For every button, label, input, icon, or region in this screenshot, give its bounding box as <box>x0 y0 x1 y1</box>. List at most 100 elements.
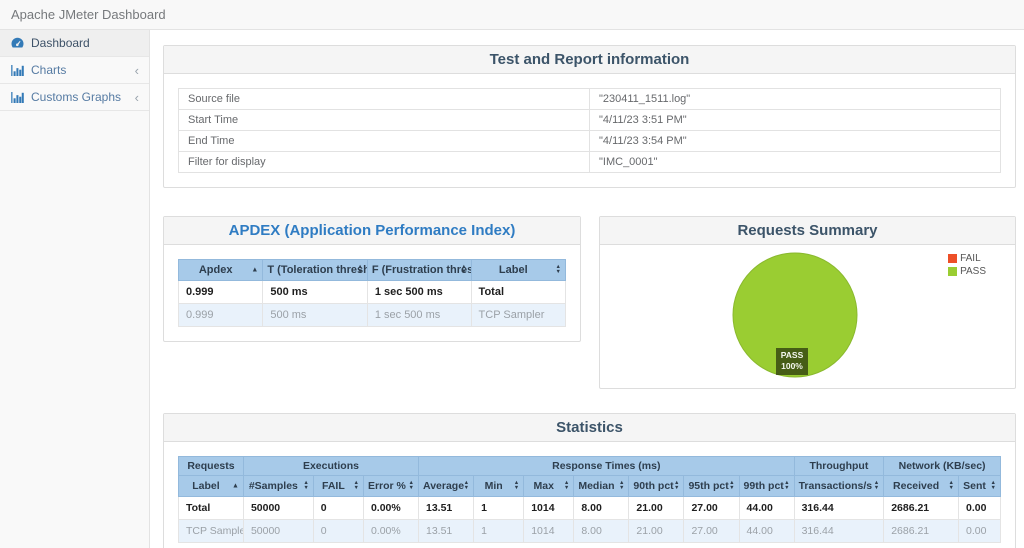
info-row-value: "4/11/23 3:51 PM" <box>589 109 1001 131</box>
table-cell: TCP Sampler <box>470 303 567 327</box>
apdex-panel: APDEX (Application Performance Index) Ap… <box>163 216 581 342</box>
dashboard-icon <box>10 37 24 49</box>
table-cell: 1014 <box>523 496 575 520</box>
panel-body: Source file "230411_1511.log" Start Time "4… <box>164 74 1015 187</box>
requests-pie-chart: PASS 100% FAIL PASS <box>600 245 1015 388</box>
column-header[interactable]: 90th pct ▲ ▼ <box>628 475 685 497</box>
sidebar-item-dashboard[interactable]: Dashboard <box>0 30 149 57</box>
sort-both-icon: ▲ ▼ <box>563 480 570 491</box>
table-cell: TCP Sampler <box>178 519 244 543</box>
apdex-table: Apdex▲T (Toleration threshold)▲▼F (Frust… <box>177 259 567 327</box>
table-cell: 0.00% <box>362 519 420 543</box>
column-header[interactable]: F (Frustration threshold)▲▼ <box>366 259 472 281</box>
chevron-left-icon: ‹ <box>134 89 139 105</box>
column-header[interactable]: Apdex ▲ <box>177 259 264 281</box>
pie-data-label-series: PASS <box>780 350 804 360</box>
column-header[interactable]: Average ▲ ▼ <box>417 475 475 497</box>
column-header-label: Min <box>484 480 503 492</box>
table-cell: 2686.21 <box>883 496 959 520</box>
table-cell: Total <box>470 280 567 304</box>
sort-both-icon: ▲ ▼ <box>873 480 880 491</box>
sidebar-item-label: Charts <box>31 63 67 77</box>
column-header[interactable]: 95th pct ▲ ▼ <box>683 475 740 497</box>
column-header[interactable]: T (Toleration threshold)▲▼ <box>262 259 368 281</box>
legend-item: PASS <box>948 266 986 277</box>
bar-chart-icon <box>10 64 24 76</box>
table-cell: 0.00% <box>362 496 420 520</box>
table-cell: 21.00 <box>628 496 685 520</box>
legend-item: FAIL <box>948 253 986 264</box>
panel-heading: Test and Report information <box>164 46 1015 74</box>
column-header[interactable]: Label ▲ ▼ <box>470 259 567 281</box>
info-row-value: "230411_1511.log" <box>589 88 1001 110</box>
column-header[interactable]: FAIL ▲ ▼ <box>312 475 364 497</box>
column-header[interactable]: Error % ▲ ▼ <box>362 475 420 497</box>
panel-title: APDEX (Application Performance Index) <box>228 222 516 239</box>
sidebar-item-customs-graphs[interactable]: Customs Graphs ‹ <box>0 84 149 111</box>
table-cell: 1 sec 500 ms <box>366 303 472 327</box>
column-header[interactable]: Min ▲ ▼ <box>473 475 525 497</box>
sort-asc-icon: ▲ <box>232 482 239 490</box>
column-header-label: 95th pct <box>688 480 729 492</box>
requests-summary-panel: Requests Summary PASS 100% FAIL PASS <box>599 216 1016 389</box>
column-header[interactable]: Received ▲ ▼ <box>883 475 959 497</box>
column-header[interactable]: 99th pct ▲ ▼ <box>738 475 795 497</box>
sort-both-icon: ▲ ▼ <box>784 480 790 491</box>
column-header[interactable]: Max ▲ ▼ <box>523 475 575 497</box>
table-row: Total 50000 0 0.00% 13.51 1 1014 8.00 21.00 27.00… <box>178 496 1002 520</box>
column-header-label: Max <box>533 480 554 492</box>
panel-title: Statistics <box>556 419 623 436</box>
panel-heading: Requests Summary <box>600 217 1015 245</box>
table-row: 0.999 500 ms 1 sec 500 ms TCP Sampler <box>177 303 567 327</box>
column-header[interactable]: Sent ▲ ▼ <box>957 475 1002 497</box>
table-cell: 13.51 <box>417 496 475 520</box>
sidebar-item-charts[interactable]: Charts ‹ <box>0 57 149 84</box>
column-group-header: Response Times (ms) <box>418 456 795 476</box>
sidebar: Dashboard Charts ‹ Customs Graphs ‹ <box>0 30 150 548</box>
chart-legend: FAIL PASS <box>948 253 986 279</box>
info-row-label: Filter for display <box>178 151 590 173</box>
test-report-info-panel: Test and Report information Source file "… <box>163 45 1016 188</box>
info-row: Source file "230411_1511.log" <box>178 88 1001 110</box>
table-cell: 2686.21 <box>883 519 959 543</box>
sidebar-item-label: Customs Graphs <box>31 90 122 104</box>
statistics-panel: Statistics Requests Executions Response Ti… <box>163 413 1016 548</box>
column-header[interactable]: Transactions/s ▲ ▼ <box>793 475 885 497</box>
sort-both-icon: ▲ ▼ <box>513 480 520 491</box>
info-row: Start Time "4/11/23 3:51 PM" <box>178 109 1001 131</box>
column-header[interactable]: Label ▲ <box>178 475 244 497</box>
table-cell: 44.00 <box>738 496 795 520</box>
column-header-label: F (Frustration threshold) <box>371 264 472 276</box>
panel-heading: Statistics <box>164 414 1015 442</box>
sort-both-icon: ▲ ▼ <box>674 480 680 491</box>
table-cell: 21.00 <box>628 519 685 543</box>
sort-both-icon: ▲ ▼ <box>357 264 363 275</box>
legend-swatch <box>948 254 958 263</box>
table-cell: 27.00 <box>683 519 740 543</box>
column-header[interactable]: #Samples ▲ ▼ <box>242 475 314 497</box>
table-row: 0.999 500 ms 1 sec 500 ms Total <box>177 280 567 304</box>
legend-label: FAIL <box>960 253 981 264</box>
sort-both-icon: ▲ ▼ <box>990 480 996 491</box>
column-group-header: Executions <box>242 456 420 476</box>
sort-both-icon: ▲ ▼ <box>408 480 414 491</box>
column-header-label: Label <box>498 264 528 276</box>
column-header-label: T (Toleration threshold) <box>267 264 366 276</box>
table-cell: 27.00 <box>683 496 740 520</box>
table-cell: 50000 <box>242 519 314 543</box>
table-cell: 316.44 <box>793 519 885 543</box>
column-header-label: Apdex <box>198 264 233 276</box>
pie-data-label: PASS 100% <box>776 348 808 375</box>
main-content: Test and Report information Source file "… <box>150 30 1024 548</box>
column-header-label: Sent <box>963 480 986 492</box>
column-header[interactable]: Median ▲ ▼ <box>573 475 630 497</box>
info-row-label: Source file <box>178 88 590 110</box>
table-cell: 0.00 <box>957 519 1002 543</box>
table-cell: 0.00 <box>957 496 1002 520</box>
table-cell: 1 sec 500 ms <box>366 280 472 304</box>
column-header-label: Label <box>192 480 220 492</box>
panel-title: Requests Summary <box>737 222 878 239</box>
sort-both-icon: ▲ ▼ <box>618 480 625 491</box>
table-cell: 8.00 <box>573 496 630 520</box>
statistics-table: Requests Executions Response Times (ms) Thr… <box>178 456 1002 543</box>
